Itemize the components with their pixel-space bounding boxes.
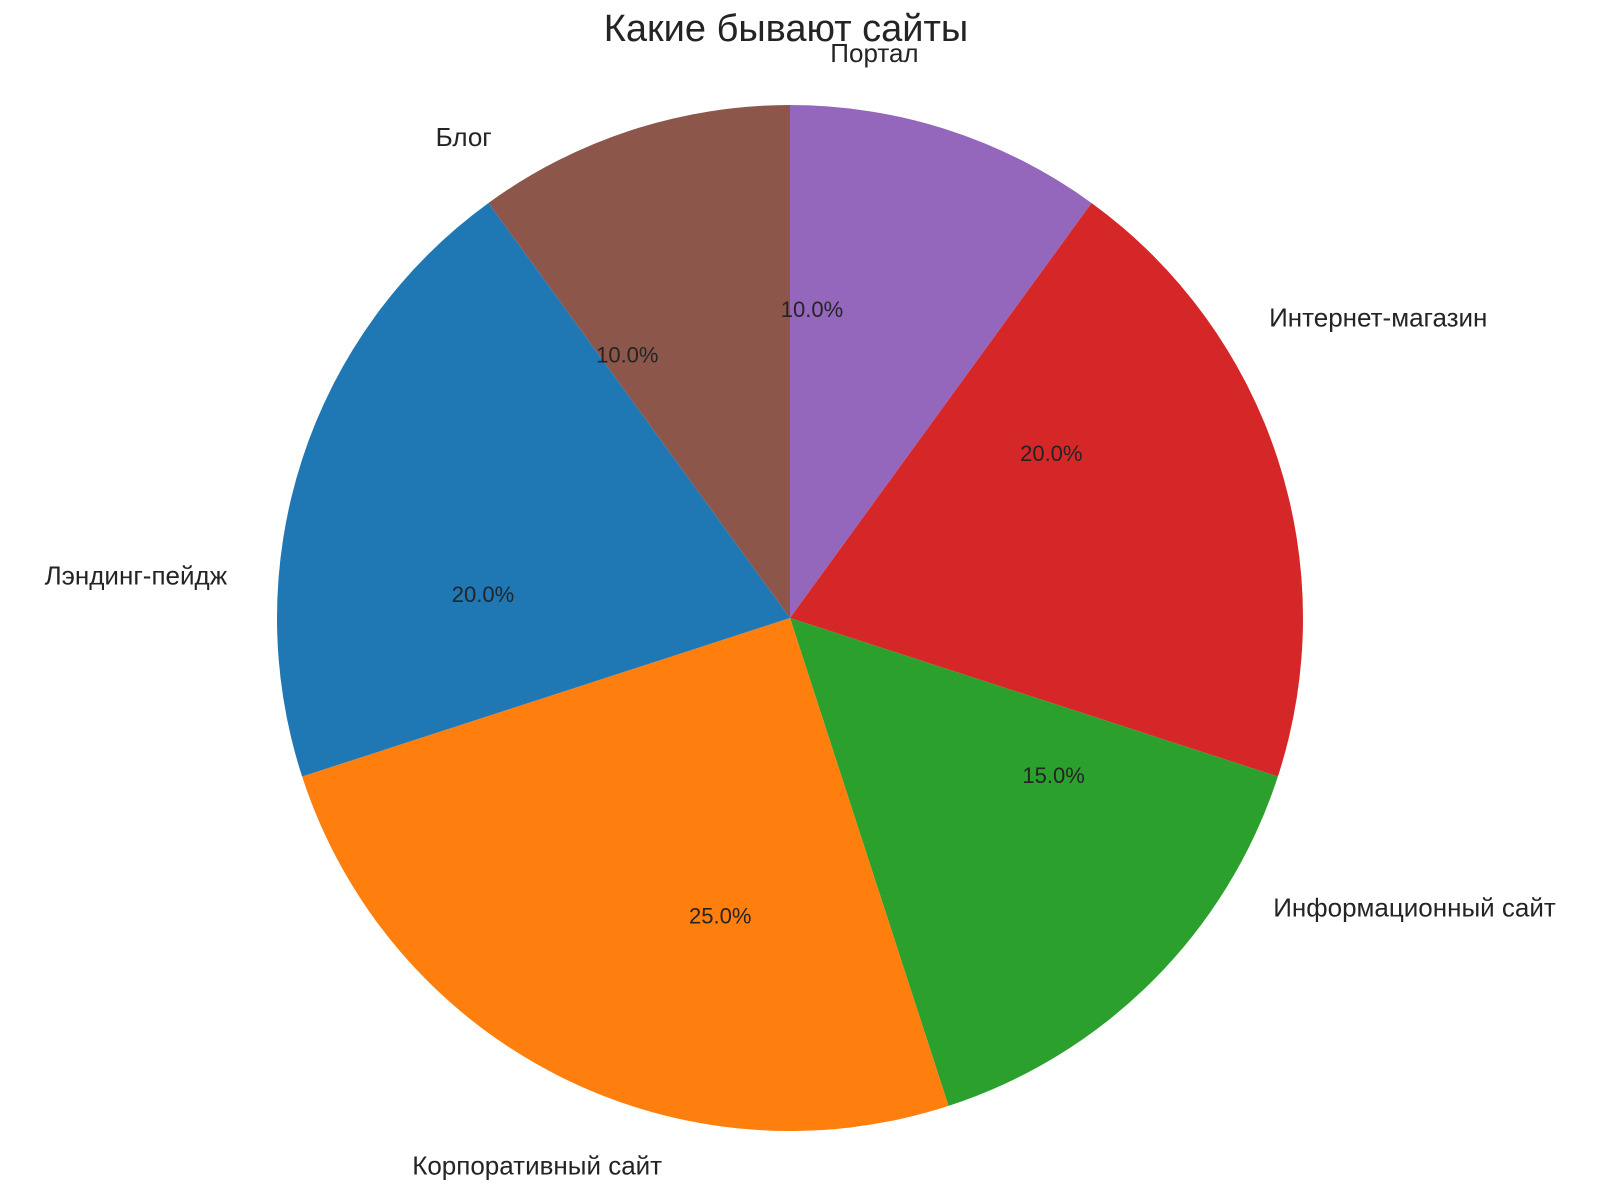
svg-text:15.0%: 15.0% bbox=[1022, 763, 1084, 788]
svg-text:25.0%: 25.0% bbox=[689, 904, 751, 929]
svg-text:Информационный сайт: Информационный сайт bbox=[1273, 892, 1556, 922]
svg-text:Портал: Портал bbox=[830, 38, 918, 68]
svg-text:20.0%: 20.0% bbox=[1020, 441, 1082, 466]
svg-text:Лэндинг-пейдж: Лэндинг-пейдж bbox=[45, 561, 228, 591]
svg-text:10.0%: 10.0% bbox=[781, 297, 843, 322]
svg-text:20.0%: 20.0% bbox=[452, 582, 514, 607]
svg-text:Корпоративный сайт: Корпоративный сайт bbox=[412, 1150, 662, 1180]
svg-text:Интернет-магазин: Интернет-магазин bbox=[1269, 303, 1487, 333]
svg-text:Блог: Блог bbox=[436, 122, 492, 152]
svg-text:10.0%: 10.0% bbox=[596, 343, 658, 368]
